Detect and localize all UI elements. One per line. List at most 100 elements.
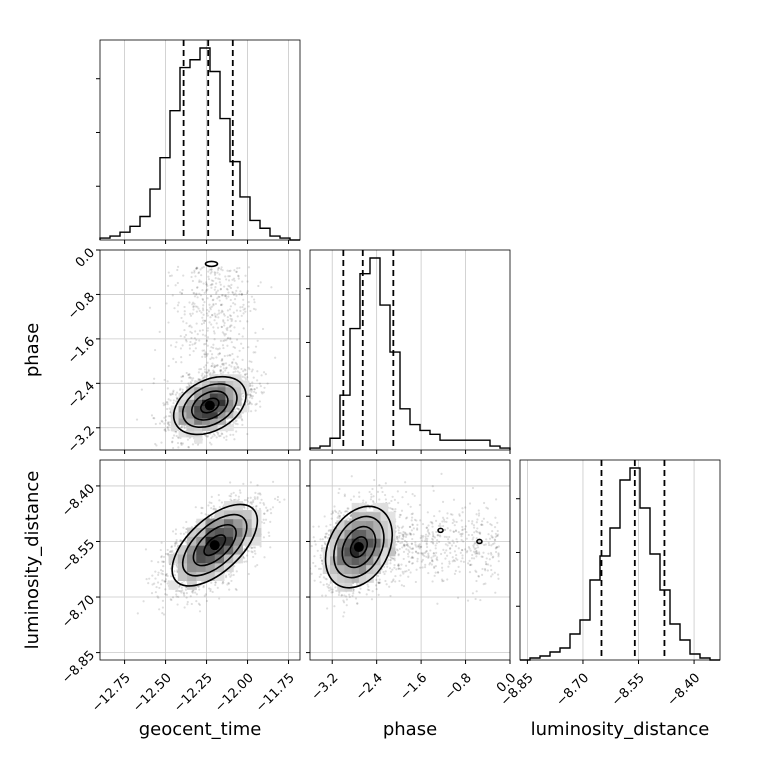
sample-point — [228, 285, 231, 288]
sample-point — [245, 400, 248, 403]
sample-point — [156, 595, 159, 598]
sample-point — [206, 297, 209, 300]
sample-point — [254, 552, 257, 555]
sample-point — [183, 594, 186, 597]
sample-point — [191, 379, 194, 382]
sample-point — [235, 289, 238, 293]
sample-point — [195, 322, 198, 325]
sample-point — [184, 588, 188, 591]
sample-point — [170, 274, 173, 277]
sample-point — [238, 349, 241, 352]
sample-point — [232, 311, 235, 314]
sample-point — [210, 365, 213, 368]
sample-point — [208, 268, 211, 271]
sample-point — [190, 326, 193, 329]
sample-point — [246, 280, 249, 283]
sample-point — [190, 275, 193, 279]
hist-step-phase — [309, 257, 511, 450]
sample-point — [247, 266, 251, 269]
sample-point — [237, 498, 240, 501]
sample-point — [242, 395, 245, 398]
sample-point — [226, 583, 229, 586]
sample-point — [214, 581, 217, 584]
density-cell — [209, 411, 219, 419]
sample-point — [180, 380, 183, 383]
sample-point — [243, 376, 246, 379]
sample-point — [246, 320, 249, 323]
sample-point — [148, 577, 151, 580]
sample-point — [229, 324, 232, 327]
density-cell — [202, 386, 211, 394]
sample-point — [164, 552, 168, 556]
sample-point — [224, 332, 227, 336]
sample-point — [220, 309, 224, 312]
sample-point — [185, 322, 188, 325]
sample-point — [166, 421, 169, 424]
sample-point — [247, 346, 250, 349]
sample-point — [221, 294, 224, 297]
density-cell — [170, 424, 180, 432]
sample-point — [212, 303, 215, 306]
sample-point — [242, 298, 245, 301]
sample-point — [198, 339, 201, 342]
sample-point — [253, 301, 256, 304]
joint-content-geocent_time-luminosity_distance — [136, 480, 286, 616]
sample-point — [209, 372, 212, 375]
sample-point — [225, 339, 228, 342]
sample-point — [142, 600, 145, 603]
sample-point — [220, 432, 223, 435]
sample-point — [191, 301, 195, 304]
sample-point — [184, 333, 188, 337]
density-cell — [194, 418, 203, 425]
sample-point — [230, 283, 233, 286]
sample-point — [209, 357, 212, 361]
sample-point — [194, 591, 197, 594]
sample-point — [254, 345, 258, 348]
sample-point — [218, 597, 221, 600]
sample-point — [250, 501, 253, 504]
sample-point — [217, 266, 220, 270]
sample-point — [164, 588, 167, 591]
sample-point — [160, 572, 163, 575]
sample-point — [232, 491, 235, 494]
sample-point — [242, 308, 245, 311]
sample-point — [229, 286, 233, 290]
sample-point — [214, 581, 217, 584]
sample-point — [244, 373, 247, 376]
sample-point — [233, 326, 236, 329]
sample-point — [248, 383, 252, 386]
sample-point — [232, 277, 236, 280]
sample-point — [213, 288, 216, 291]
sample-point — [215, 290, 218, 294]
sample-point — [225, 295, 228, 298]
sample-point — [212, 505, 215, 508]
sample-point — [189, 314, 193, 317]
sample-point — [248, 360, 251, 363]
sample-point — [203, 291, 206, 294]
sample-point — [209, 283, 212, 287]
sample-point — [198, 309, 201, 312]
sample-point — [214, 272, 217, 275]
sample-point — [181, 388, 184, 391]
sample-point — [227, 275, 230, 278]
sample-point — [223, 324, 226, 327]
sample-point — [215, 282, 218, 285]
sample-point — [205, 352, 208, 356]
sample-point — [225, 574, 228, 577]
sample-point — [203, 366, 206, 369]
sample-point — [169, 563, 172, 566]
sample-point — [180, 591, 183, 594]
sample-point — [228, 588, 231, 591]
sample-point — [204, 319, 207, 322]
sample-point — [195, 267, 198, 270]
sample-point — [203, 370, 207, 374]
sample-point — [210, 356, 213, 359]
contour-geocent_time-phase-2 — [181, 383, 238, 429]
sample-point — [180, 316, 183, 320]
sample-point — [227, 279, 231, 282]
sample-point — [233, 279, 236, 282]
sample-point — [150, 414, 154, 417]
sample-point — [180, 356, 183, 359]
sample-point — [197, 307, 200, 310]
